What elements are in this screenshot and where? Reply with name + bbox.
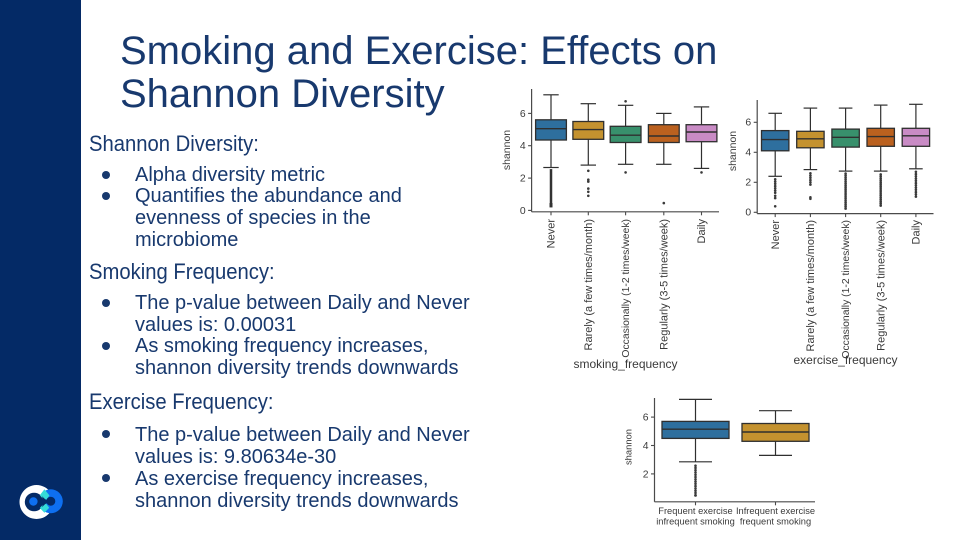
svg-text:2: 2 [745,178,751,189]
svg-text:smoking_frequency: smoking_frequency [573,357,677,371]
svg-text:frequent smoking: frequent smoking [740,517,811,527]
svg-text:exercise_frequency: exercise_frequency [793,353,897,367]
svg-text:Daily: Daily [911,220,923,245]
svg-text:0: 0 [745,208,751,219]
svg-text:Infrequent exercise: Infrequent exercise [736,506,815,516]
svg-text:Occasionally (1-2 times/week): Occasionally (1-2 times/week) [621,219,632,358]
svg-text:2: 2 [520,174,526,185]
svg-text:Regularly (3-5 times/week): Regularly (3-5 times/week) [658,219,670,350]
svg-text:4: 4 [745,148,751,159]
svg-text:4: 4 [520,141,526,152]
svg-text:shannon: shannon [623,429,634,465]
svg-text:0: 0 [520,206,526,217]
svg-text:2: 2 [643,469,649,480]
svg-text:Never: Never [546,219,558,249]
svg-text:Rarely (a few times/month): Rarely (a few times/month) [583,219,595,350]
svg-text:Frequent exercise: Frequent exercise [658,506,732,516]
svg-text:6: 6 [520,109,526,120]
svg-text:shannon: shannon [727,131,739,171]
svg-text:infrequent smoking: infrequent smoking [656,517,735,527]
svg-text:6: 6 [745,118,751,129]
svg-text:Never: Never [770,220,782,250]
svg-text:Occasionally (1-2 times/week): Occasionally (1-2 times/week) [841,220,852,359]
svg-text:shannon: shannon [501,130,513,170]
svg-text:Regularly (3-5 times/week): Regularly (3-5 times/week) [875,220,887,351]
svg-text:Rarely (a few times/month): Rarely (a few times/month) [805,220,817,351]
svg-text:6: 6 [643,413,649,424]
svg-text:4: 4 [643,441,649,452]
svg-text:Daily: Daily [696,219,708,244]
